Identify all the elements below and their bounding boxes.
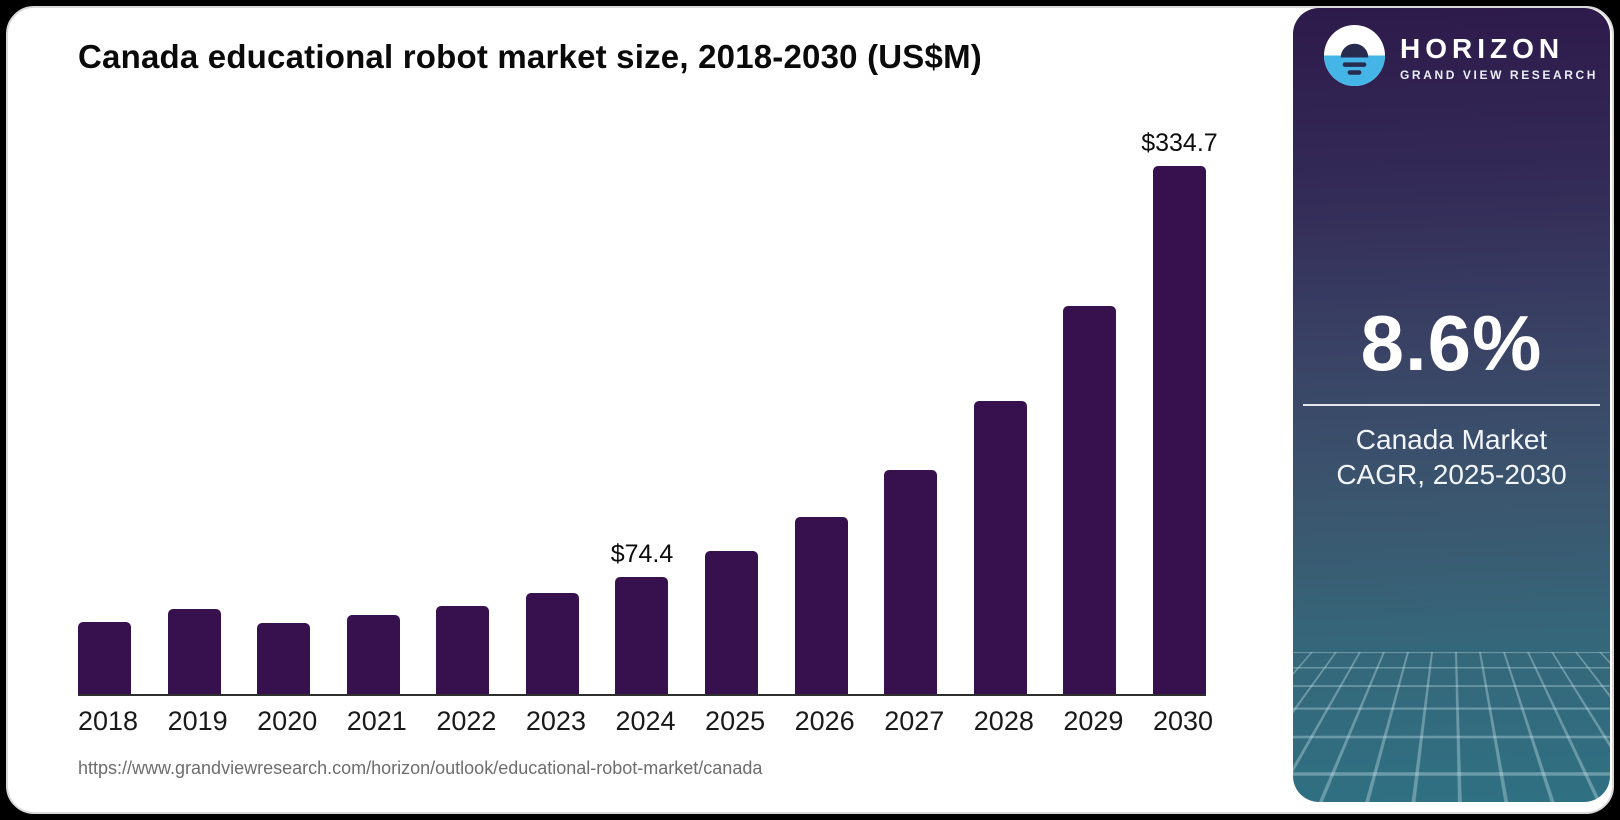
- brand-name: HORIZON: [1400, 33, 1565, 64]
- bar-column-2024: $74.4: [611, 540, 673, 694]
- cagr-block: 8.6% Canada Market CAGR, 2025-2030: [1293, 304, 1610, 492]
- bar-column-2019: [167, 609, 221, 694]
- bar-column-2025: [705, 551, 759, 694]
- bar-group: $74.4 $334.7: [78, 129, 1218, 696]
- cagr-label-line1: Canada Market: [1355, 424, 1548, 455]
- brand-subtitle: GRAND VIEW RESEARCH: [1400, 68, 1599, 82]
- bar-column-2028: [973, 401, 1027, 694]
- horizon-sun-icon: [1323, 24, 1386, 92]
- x-tick-2026: 2026: [794, 706, 855, 736]
- cagr-label-line2: CAGR, 2025-2030: [1336, 459, 1567, 490]
- bar-column-2018: [78, 622, 131, 694]
- bar-column-2020: [257, 623, 311, 694]
- chart-title: Canada educational robot market size, 20…: [78, 38, 982, 75]
- x-tick-2027: 2027: [884, 706, 945, 736]
- x-tick-2025: 2025: [705, 706, 766, 736]
- sidebar-panel: HORIZON GRAND VIEW RESEARCH 8.6% Canada …: [1293, 8, 1610, 802]
- bar-2023: [525, 593, 579, 694]
- bar-column-2027: [884, 470, 938, 694]
- bar-column-2022: [436, 606, 490, 694]
- x-tick-2029: 2029: [1063, 706, 1124, 736]
- x-tick-2024: 2024: [615, 706, 676, 736]
- x-tick-2023: 2023: [525, 706, 586, 736]
- bar-2018: [78, 622, 131, 694]
- bar-2025: [705, 551, 759, 694]
- mesh-pattern: [1293, 652, 1610, 802]
- bar-2020: [257, 623, 311, 694]
- bar-column-2029: [1063, 306, 1117, 694]
- x-tick-2030: 2030: [1152, 706, 1214, 736]
- bar-value-label-2030: $334.7: [1141, 129, 1218, 157]
- bar-chart: $74.4 $334.7 2018 2019 2020 2021 2022 2023 2024…: [78, 129, 1218, 737]
- x-tick-2018: 2018: [78, 706, 139, 736]
- bar-2027: [884, 470, 938, 694]
- bar-2022: [436, 606, 490, 694]
- bar-2019: [167, 609, 221, 694]
- x-tick-2028: 2028: [973, 706, 1034, 736]
- bar-2021: [346, 615, 400, 694]
- bar-2028: [973, 401, 1027, 694]
- x-axis-labels: 2018 2019 2020 2021 2022 2023 2024 2025 2026 2027…: [78, 706, 1214, 737]
- bar-2030: [1152, 166, 1206, 694]
- bar-column-2021: [346, 615, 400, 694]
- horizon-logo: HORIZON GRAND VIEW RESEARCH: [1323, 24, 1598, 92]
- bar-column-2030: $334.7: [1141, 129, 1218, 694]
- bar-2029: [1063, 306, 1117, 694]
- x-tick-2021: 2021: [346, 706, 407, 736]
- bar-value-label-2024: $74.4: [610, 540, 674, 568]
- bar-column-2023: [525, 593, 579, 694]
- x-tick-2022: 2022: [436, 706, 497, 736]
- bar-2026: [794, 517, 848, 694]
- bar-2024: [615, 577, 669, 694]
- x-tick-2020: 2020: [257, 706, 318, 736]
- source-url: https://www.grandviewresearch.com/horizo…: [78, 758, 763, 778]
- cagr-label: Canada Market CAGR, 2025-2030: [1293, 422, 1610, 492]
- logo-text: HORIZON GRAND VIEW RESEARCH: [1400, 33, 1599, 82]
- divider: [1303, 404, 1600, 406]
- bar-column-2026: [794, 517, 848, 694]
- x-tick-2019: 2019: [167, 706, 228, 736]
- cagr-value: 8.6%: [1360, 299, 1543, 387]
